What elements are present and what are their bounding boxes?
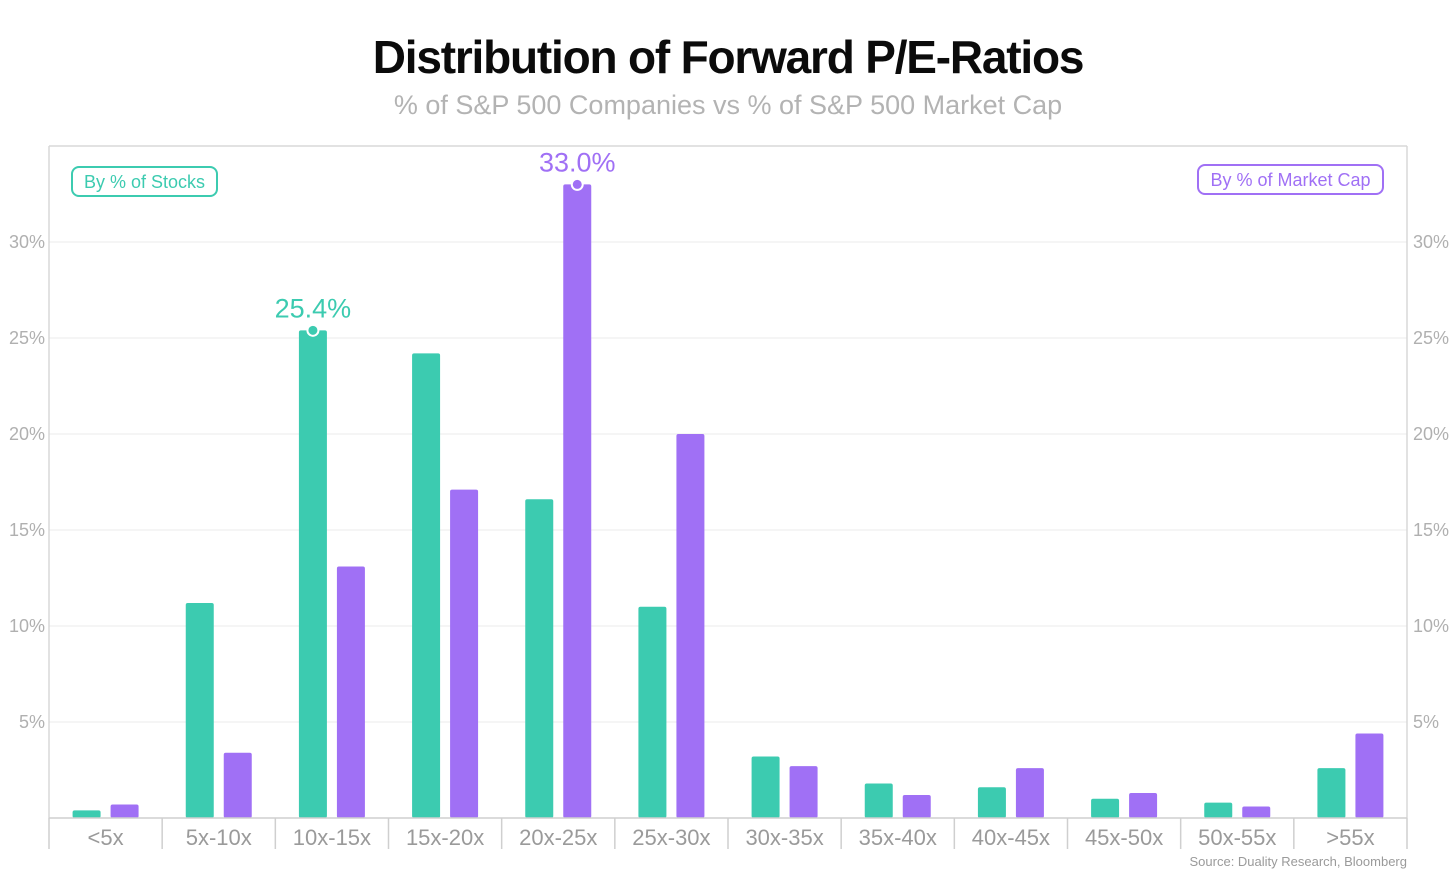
bar-stocks	[1317, 768, 1346, 818]
x-tick-label: 45x-50x	[1085, 825, 1163, 850]
x-tick-label: 30x-35x	[745, 825, 823, 850]
bar-market-cap	[450, 489, 479, 818]
bar-market-cap	[1015, 768, 1044, 818]
bar-market-cap	[902, 794, 931, 818]
bar-stocks	[1204, 802, 1233, 818]
x-tick-label: >55x	[1326, 825, 1374, 850]
bar-stocks	[864, 783, 893, 818]
y-tick-label-left: 10%	[9, 616, 45, 636]
bar-stocks	[525, 499, 554, 818]
bar-stocks	[298, 330, 327, 818]
y-tick-label-right: 20%	[1413, 424, 1449, 444]
x-tick-label: 50x-55x	[1198, 825, 1276, 850]
bar-market-cap	[1242, 806, 1271, 818]
legend-market-cap-box	[1197, 164, 1384, 195]
gridlines	[49, 241, 1407, 723]
bar-market-cap	[223, 752, 252, 818]
annotations: 25.4% 33.0%	[275, 147, 616, 337]
legend: By % of Stocks By % of Market Cap	[71, 164, 1384, 197]
bar-stocks	[412, 353, 441, 818]
peak-marker	[570, 177, 584, 191]
bar-market-cap	[110, 804, 139, 818]
x-tick-label: 10x-15x	[293, 825, 371, 850]
bar-market-cap	[1355, 733, 1384, 818]
y-tick-label-left: 5%	[19, 712, 45, 732]
bars	[72, 184, 1384, 818]
plot-frame	[48, 145, 1408, 818]
y-tick-label-right: 25%	[1413, 328, 1449, 348]
x-tick-label: 35x-40x	[859, 825, 937, 850]
chart-title: Distribution of Forward P/E-Ratios	[372, 31, 1085, 83]
x-tick-label: 15x-20x	[406, 825, 484, 850]
bar-market-cap	[789, 766, 818, 818]
peak-marker	[306, 323, 320, 337]
x-tick-label: 5x-10x	[186, 825, 252, 850]
bar-stocks	[185, 602, 214, 818]
x-axis: <5x 5x-10x 10x-15x 15x-20x 20x-25x 25x-30x 30x…	[48, 817, 1408, 850]
y-tick-label-right: 5%	[1413, 712, 1439, 732]
bar-stocks	[1091, 798, 1120, 818]
y-tick-label-left: 25%	[9, 328, 45, 348]
chart-subtitle: % of S&P 500 Companies vs % of S&P 500 M…	[393, 90, 1063, 120]
peak-value-label: 33.0%	[539, 147, 616, 177]
y-tick-label-left: 20%	[9, 424, 45, 444]
bar-market-cap	[1129, 793, 1158, 818]
bar-stocks	[72, 810, 101, 818]
x-tick-label: 25x-30x	[632, 825, 710, 850]
source-note: Source: Duality Research, Bloomberg	[1189, 854, 1408, 869]
y-tick-label-right: 15%	[1413, 520, 1449, 540]
legend-market-cap-label: By % of Market Cap	[1210, 170, 1370, 190]
legend-stocks-box	[71, 166, 218, 197]
x-tick-label: 40x-45x	[972, 825, 1050, 850]
legend-stocks-label: By % of Stocks	[84, 172, 205, 192]
y-tick-label-left: 15%	[9, 520, 45, 540]
bar-market-cap	[563, 184, 592, 818]
x-tick-label: <5x	[88, 825, 124, 850]
bar-market-cap	[676, 434, 705, 818]
y-tick-label-right: 10%	[1413, 616, 1449, 636]
bar-market-cap	[336, 566, 365, 818]
x-tick-label: 20x-25x	[519, 825, 597, 850]
bar-stocks	[977, 787, 1006, 818]
y-axis-left: 5% 10% 15% 20% 25% 30%	[9, 232, 45, 732]
bar-stocks	[638, 606, 667, 818]
peak-value-label: 25.4%	[275, 293, 352, 323]
bar-stocks	[751, 756, 780, 818]
y-tick-label-left: 30%	[9, 232, 45, 252]
y-tick-label-right: 30%	[1413, 232, 1449, 252]
y-axis-right: 5% 10% 15% 20% 25% 30%	[1413, 232, 1449, 732]
